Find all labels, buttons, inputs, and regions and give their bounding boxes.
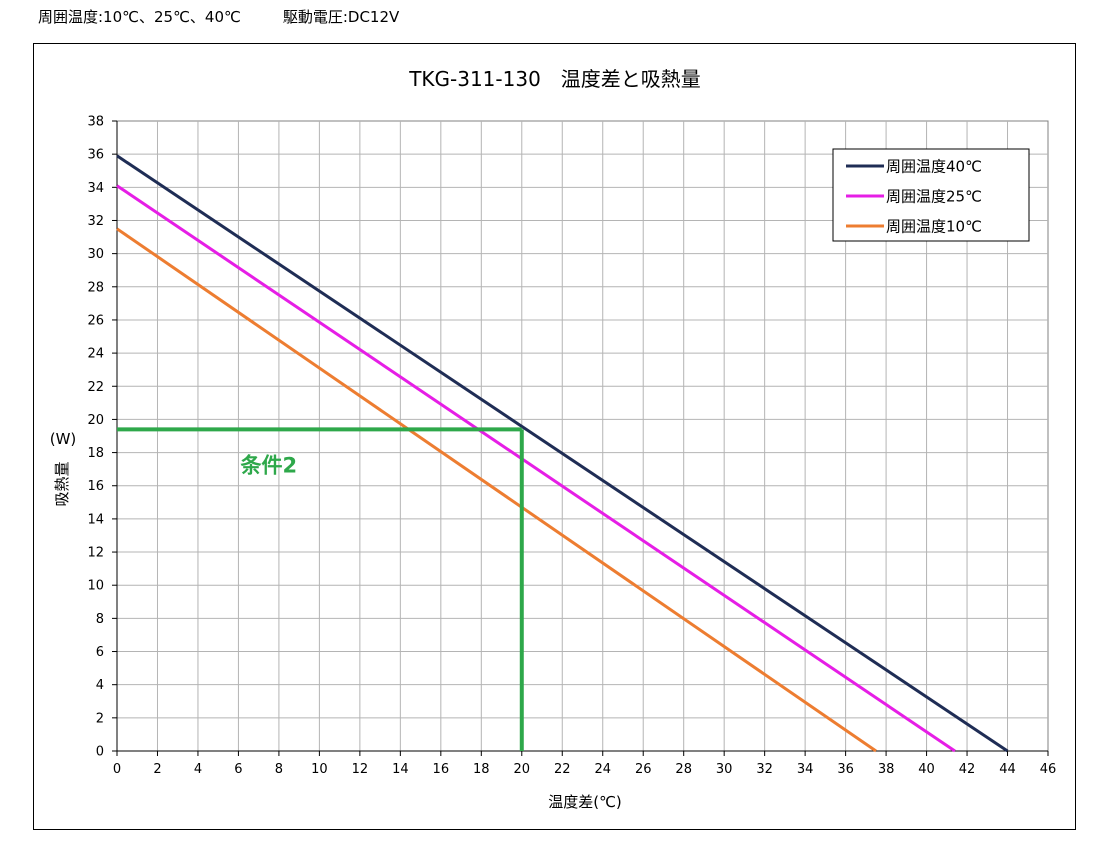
y-tick-label: 28 — [87, 280, 104, 295]
y-tick-label: 6 — [96, 645, 104, 660]
y-tick-label: 12 — [87, 546, 104, 561]
y-tick-label: 8 — [96, 612, 104, 627]
x-tick-label: 32 — [756, 762, 773, 777]
x-tick-label: 42 — [959, 762, 976, 777]
x-tick-label: 24 — [594, 762, 611, 777]
y-tick-label: 24 — [87, 347, 104, 362]
series-lines — [116, 154, 1009, 753]
y-tick-label: 18 — [87, 446, 104, 461]
y-tick-label: 22 — [87, 380, 104, 395]
x-tick-label: 36 — [837, 762, 854, 777]
y-tick-label: 10 — [87, 579, 104, 594]
y-tick-label: 34 — [87, 181, 104, 196]
x-tick-label: 40 — [918, 762, 935, 777]
y-tick-label: 26 — [87, 313, 104, 328]
x-tick-label: 18 — [473, 762, 490, 777]
x-tick-label: 22 — [554, 762, 571, 777]
x-tick-label: 12 — [352, 762, 369, 777]
x-tick-label: 10 — [311, 762, 328, 777]
x-tick-label: 34 — [797, 762, 814, 777]
y-tick-label: 2 — [96, 711, 104, 726]
x-tick-label: 20 — [514, 762, 531, 777]
legend: 周囲温度40℃ 周囲温度25℃ 周囲温度10℃ — [832, 148, 1030, 242]
x-tick-label: 16 — [433, 762, 450, 777]
x-tick-label: 14 — [392, 762, 409, 777]
x-tick-label: 6 — [234, 762, 242, 777]
x-tick-label: 8 — [275, 762, 283, 777]
x-axis-label: 温度差(℃) — [548, 793, 622, 811]
y-axis-unit: (W) — [50, 430, 77, 448]
x-tick-label: 2 — [153, 762, 161, 777]
x-tick-label: 46 — [1040, 762, 1057, 777]
drive-voltage-label: 駆動電圧:DC12V — [282, 8, 400, 26]
condition-annotation: 条件2 — [117, 427, 524, 751]
y-tick-label: 20 — [87, 413, 104, 428]
y-tick-label: 30 — [87, 247, 104, 262]
ambient-temperature-label: 周囲温度:10℃、25℃、40℃ — [38, 8, 241, 26]
y-tick-label: 4 — [96, 678, 104, 693]
chart-frame: TKG-311-130 温度差と吸熱量 0 2 4 6 8 10 12 14 16 18 20 22 2… — [33, 43, 1076, 830]
header-text: 周囲温度:10℃、25℃、40℃ 駆動電圧:DC12V — [38, 6, 399, 27]
y-tick-label: 36 — [87, 148, 104, 163]
y-tick-label: 16 — [87, 479, 104, 494]
x-tick-label: 30 — [716, 762, 733, 777]
y-tick-label: 0 — [96, 745, 104, 760]
legend-entry-0: 周囲温度40℃ — [886, 158, 982, 176]
x-tick-label: 26 — [635, 762, 652, 777]
annotation-label: 条件2 — [240, 453, 297, 477]
x-tick-label: 0 — [113, 762, 121, 777]
y-tick-label: 32 — [87, 214, 104, 229]
y-axis-label: 吸熱量 — [53, 461, 71, 506]
heat-absorption-chart: TKG-311-130 温度差と吸熱量 0 2 4 6 8 10 12 14 16 18 20 22 2… — [50, 67, 1057, 811]
x-tick-labels: 0 2 4 6 8 10 12 14 16 18 20 22 24 26 28 30 32 34 36 38 40 42 4… — [113, 751, 1056, 777]
x-tick-label: 44 — [999, 762, 1016, 777]
chart-title: TKG-311-130 温度差と吸熱量 — [408, 67, 701, 91]
x-tick-label: 38 — [878, 762, 895, 777]
series-line-2 — [116, 227, 877, 753]
legend-entry-2: 周囲温度10℃ — [886, 218, 982, 236]
series-line-0 — [116, 154, 1009, 753]
x-tick-label: 4 — [194, 762, 202, 777]
y-tick-label: 14 — [87, 512, 104, 527]
y-tick-label: 38 — [87, 115, 104, 130]
series-line-1 — [116, 184, 956, 753]
legend-entry-1: 周囲温度25℃ — [886, 188, 982, 206]
x-tick-label: 28 — [675, 762, 692, 777]
